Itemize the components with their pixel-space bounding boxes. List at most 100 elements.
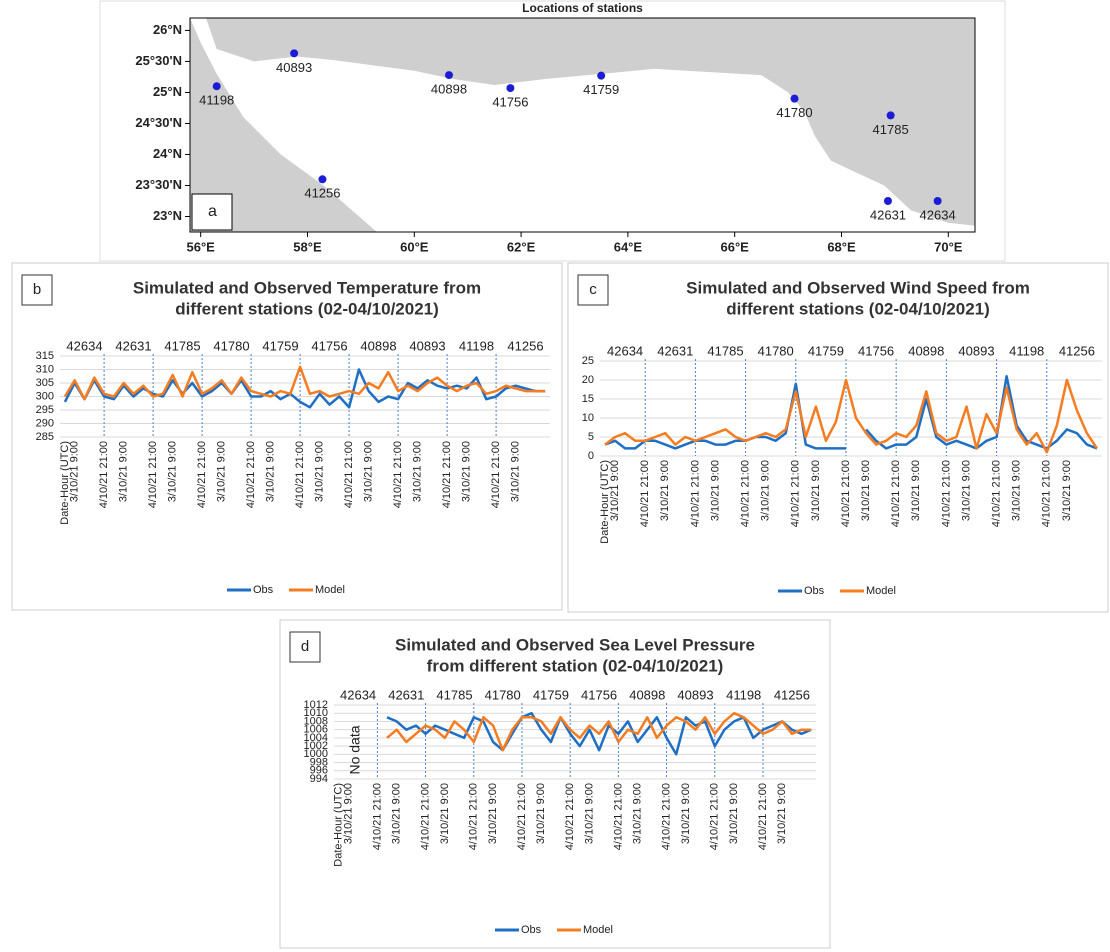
panel-c-frame bbox=[567, 262, 1109, 613]
y-tick-label: 15 bbox=[582, 393, 594, 405]
x-tick-label: 3/10/21 9:00 bbox=[412, 441, 424, 502]
station-label: 41785 bbox=[436, 687, 472, 702]
x-tick-label: 3/10/21 9:00 bbox=[860, 460, 872, 521]
y-tick-label: 1008 bbox=[304, 715, 328, 727]
x-tick-label: 4/10/21 21:00 bbox=[196, 441, 208, 508]
x-tick-label: 62°E bbox=[507, 239, 536, 254]
x-tick-label: 3/10/21 9:00 bbox=[314, 441, 326, 502]
x-tick-label: 3/10/21 9:00 bbox=[439, 783, 451, 844]
station-label: 41756 bbox=[311, 338, 347, 353]
y-tick-label: 1012 bbox=[304, 699, 328, 711]
x-tick-label: 3/10/21 9:00 bbox=[609, 460, 621, 521]
x-tick-label: 4/10/21 21:00 bbox=[790, 460, 802, 527]
y-tick-label: 25°N bbox=[153, 84, 182, 99]
x-tick-label: 4/10/21 21:00 bbox=[343, 441, 355, 508]
y-tick-label: 10 bbox=[582, 412, 594, 424]
station-label: 40893 bbox=[958, 343, 994, 358]
x-tick-label: 4/10/21 21:00 bbox=[441, 441, 453, 508]
x-tick-label: 3/10/21 9:00 bbox=[1011, 460, 1023, 521]
station-label: 42631 bbox=[115, 338, 151, 353]
x-tick-label: 56°E bbox=[187, 239, 216, 254]
y-tick-label: 1006 bbox=[304, 724, 328, 736]
x-tick-label: 3/10/21 9:00 bbox=[167, 441, 179, 502]
station-label: 41785 bbox=[873, 122, 909, 137]
y-tick-label: 26°N bbox=[153, 22, 182, 37]
x-tick-label: Date-Hour (UTC) bbox=[59, 441, 71, 525]
y-tick-label: 998 bbox=[310, 756, 328, 768]
station-label: 40898 bbox=[431, 82, 467, 97]
station-label: 41780 bbox=[776, 105, 812, 120]
x-tick-label: 3/10/21 9:00 bbox=[776, 783, 788, 844]
x-tick-label: 4/10/21 21:00 bbox=[245, 441, 257, 508]
station-label: 41198 bbox=[1009, 343, 1044, 358]
sea bbox=[190, 18, 975, 232]
x-tick-label: 4/10/21 21:00 bbox=[840, 460, 852, 527]
legend-label: Model bbox=[866, 585, 896, 597]
x-tick-label: 3/10/21 9:00 bbox=[728, 783, 740, 844]
x-tick-label: 3/10/21 9:00 bbox=[760, 460, 772, 521]
panel-label-box bbox=[577, 274, 609, 306]
panel-b-frame bbox=[11, 262, 563, 611]
station-point bbox=[444, 71, 453, 80]
x-tick-label: 4/10/21 21:00 bbox=[294, 441, 306, 508]
panel-label: c bbox=[589, 281, 597, 298]
x-tick-label: 3/10/21 9:00 bbox=[69, 441, 81, 502]
station-label: 40893 bbox=[409, 338, 445, 353]
y-tick-label: 24°30'N bbox=[135, 115, 182, 130]
y-tick-label: 20 bbox=[582, 374, 594, 386]
x-tick-label: 3/10/21 9:00 bbox=[659, 460, 671, 521]
chart-title: from different station (02-04/10/2021) bbox=[427, 656, 724, 675]
x-tick-label: 4/10/21 21:00 bbox=[757, 783, 769, 850]
map-title: Locations of stations bbox=[522, 1, 643, 15]
x-tick-label: 4/10/21 21:00 bbox=[660, 783, 672, 850]
panel-label: d bbox=[301, 638, 309, 655]
x-tick-label: 4/10/21 21:00 bbox=[147, 441, 159, 508]
station-label: 41256 bbox=[304, 186, 340, 201]
x-tick-label: Date-Hour (UTC) bbox=[599, 460, 611, 544]
y-tick-label: 25°30'N bbox=[135, 53, 182, 68]
x-tick-label: 3/10/21 9:00 bbox=[216, 441, 228, 502]
x-tick-label: 3/10/21 9:00 bbox=[535, 783, 547, 844]
y-tick-label: 1010 bbox=[304, 707, 328, 719]
station-label: 41780 bbox=[485, 687, 521, 702]
station-label: 41198 bbox=[199, 93, 234, 108]
x-tick-label: 64°E bbox=[614, 239, 643, 254]
chart-title: different stations (02-04/10/2021) bbox=[726, 299, 990, 318]
station-point bbox=[506, 84, 515, 93]
x-tick-label: 68°E bbox=[827, 239, 856, 254]
station-label: 40893 bbox=[276, 60, 312, 75]
station-label: 41256 bbox=[774, 687, 810, 702]
panel-label: a bbox=[208, 203, 217, 220]
station-label: 42631 bbox=[870, 207, 906, 222]
panel-d-frame bbox=[279, 619, 831, 949]
x-tick-label: 3/10/21 9:00 bbox=[342, 783, 354, 844]
x-tick-label: 3/10/21 9:00 bbox=[363, 441, 375, 502]
x-tick-label: 3/10/21 9:00 bbox=[680, 783, 692, 844]
x-tick-label: 4/10/21 21:00 bbox=[564, 783, 576, 850]
y-tick-label: 23°30'N bbox=[135, 177, 182, 192]
station-label: 41256 bbox=[507, 338, 543, 353]
station-point bbox=[933, 196, 942, 205]
station-label: 42634 bbox=[920, 207, 956, 222]
station-label: 40893 bbox=[677, 687, 713, 702]
x-tick-label: 4/10/21 21:00 bbox=[1041, 460, 1053, 527]
y-tick-label: 1000 bbox=[304, 748, 328, 760]
chart-title: Simulated and Observed Sea Level Pressur… bbox=[395, 635, 755, 654]
x-tick-label: 60°E bbox=[400, 239, 429, 254]
x-tick-label: 4/10/21 21:00 bbox=[419, 783, 431, 850]
station-point bbox=[212, 82, 221, 91]
x-tick-label: 4/10/21 21:00 bbox=[468, 783, 480, 850]
y-tick-label: 305 bbox=[36, 377, 54, 389]
station-point bbox=[790, 94, 799, 103]
panel-label-box bbox=[289, 631, 321, 663]
station-label: 41256 bbox=[1059, 343, 1095, 358]
x-tick-label: 4/10/21 21:00 bbox=[990, 460, 1002, 527]
station-label: 42634 bbox=[340, 687, 376, 702]
panel-a-frame bbox=[99, 0, 1006, 262]
series-line bbox=[63, 368, 546, 409]
x-tick-label: 3/10/21 9:00 bbox=[960, 460, 972, 521]
station-label: 41198 bbox=[459, 338, 494, 353]
annotation: No data bbox=[347, 725, 363, 774]
y-tick-label: 0 bbox=[588, 450, 594, 462]
